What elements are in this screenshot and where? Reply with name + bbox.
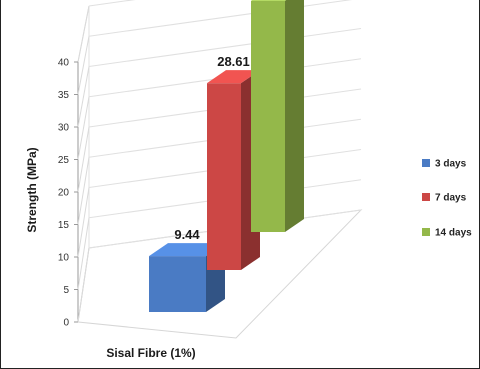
y-tick-label: 40 <box>58 58 70 69</box>
gridline-side <box>77 96 90 160</box>
gridline-side <box>77 187 90 258</box>
data-label-7-days: 28.61 <box>217 54 250 69</box>
legend-swatch-14-days <box>422 228 430 236</box>
y-tick-label: 25 <box>58 155 70 166</box>
gridline-side <box>77 157 90 225</box>
y-tick-label: 35 <box>58 90 70 101</box>
bar-14-days <box>251 0 304 232</box>
y-tick-label: 15 <box>58 220 70 231</box>
gridline-side <box>77 36 90 95</box>
bar-3-days <box>149 243 225 312</box>
bar-top-face <box>207 70 260 84</box>
gridline-side <box>77 66 90 128</box>
legend-swatch-7-days <box>422 193 430 201</box>
gridline-side <box>77 126 90 193</box>
gridline-back <box>88 0 136 7</box>
y-tick-label: 5 <box>63 285 69 296</box>
y-tick-label: 20 <box>58 188 70 199</box>
y-axis-title: Strength (MPa) <box>25 147 39 232</box>
gridline-side <box>77 247 90 323</box>
legend-label-14-days: 14 days <box>435 228 472 239</box>
x-axis-title: Sisal Fibre (1%) <box>106 346 195 360</box>
bar-top-face <box>251 0 287 1</box>
bar-side-face <box>285 0 304 232</box>
gridline-back <box>88 0 353 37</box>
bar-front-face <box>251 0 285 232</box>
gridline-side <box>77 217 90 290</box>
y-tick-labels: 0 5 10 15 20 25 30 35 40 <box>58 58 70 329</box>
bar-top-face <box>149 243 225 257</box>
bars <box>149 0 304 312</box>
y-tick-label: 30 <box>58 123 70 134</box>
y-tick-label: 10 <box>58 253 70 264</box>
data-label-3-days: 9.44 <box>174 227 200 242</box>
legend-swatch-3-days <box>422 159 430 167</box>
gridline-back <box>88 28 362 67</box>
legend: 3 days 7 days 14 days <box>422 159 472 239</box>
gridline-side <box>77 5 90 63</box>
bar-front-face <box>207 83 241 270</box>
legend-label-7-days: 7 days <box>435 193 467 204</box>
legend-label-3-days: 3 days <box>435 159 467 170</box>
bar-front-face <box>149 256 206 312</box>
y-tick-label: 0 <box>63 318 69 329</box>
